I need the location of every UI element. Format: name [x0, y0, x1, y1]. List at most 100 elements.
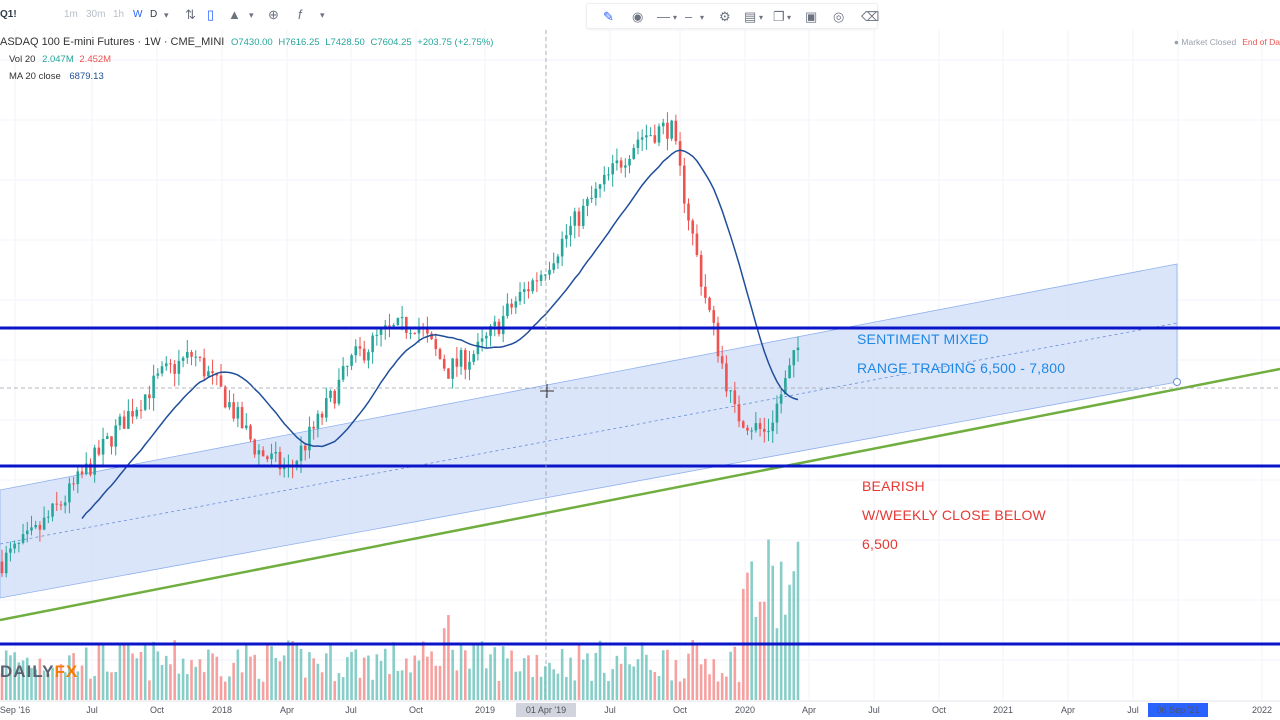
volume-bar — [282, 655, 286, 700]
volume-bar — [657, 676, 661, 700]
candle — [792, 349, 796, 378]
volume-bar — [84, 647, 88, 700]
volume-bar — [438, 665, 442, 700]
volume-bar — [63, 672, 67, 700]
candle — [737, 395, 741, 428]
interval-1h[interactable]: 1h — [113, 9, 125, 20]
chevron-down-icon[interactable]: ▾ — [700, 13, 705, 22]
moving-average-line — [81, 149, 799, 519]
chevron-down-icon[interactable]: ▾ — [787, 13, 792, 22]
volume-bar — [531, 677, 534, 700]
add-symbol-icon[interactable]: ⊕ — [268, 7, 279, 22]
volume-bar — [624, 646, 627, 700]
volume-bar — [358, 677, 362, 700]
visibility-eye-icon[interactable]: ◎ — [833, 9, 845, 24]
interval-daily[interactable]: D — [150, 9, 158, 20]
ma-legend-label: MA 20 close — [9, 71, 61, 82]
candle — [607, 167, 610, 181]
settings-gear-icon[interactable]: ⚙ — [719, 9, 731, 24]
volume-bar — [253, 654, 256, 700]
candle — [645, 124, 648, 150]
interval-30m[interactable]: 30m — [86, 9, 106, 20]
interval-1m[interactable]: 1m — [64, 9, 78, 20]
volume-bar — [270, 646, 273, 700]
volume-bar — [164, 655, 168, 700]
candle — [354, 339, 358, 363]
volume-bar — [535, 654, 539, 700]
volume-bar — [228, 676, 231, 700]
candle — [788, 358, 791, 379]
candle — [223, 385, 227, 409]
candle — [594, 182, 598, 206]
volume-bar — [383, 648, 387, 700]
volume-bar — [114, 672, 118, 700]
clone-icon[interactable]: ❐ — [773, 9, 785, 24]
legend-change: +203.75 (+2.75%) — [417, 37, 494, 48]
candle — [472, 350, 476, 366]
candle — [333, 389, 337, 409]
candle — [417, 317, 421, 343]
volume-bar — [362, 657, 366, 700]
crosshair-cursor — [540, 384, 554, 398]
chevron-down-icon[interactable]: ▾ — [759, 13, 764, 22]
candle — [240, 401, 244, 429]
volume-bar — [784, 614, 787, 700]
candle — [409, 328, 412, 340]
volume-bar — [266, 643, 269, 700]
chevron-down-icon[interactable]: ▾ — [249, 10, 254, 20]
candle — [76, 466, 80, 494]
candle — [400, 305, 404, 331]
volume-bar — [274, 657, 278, 700]
candle — [552, 252, 556, 274]
x-tick-label: Oct — [150, 705, 165, 715]
indicators-icon[interactable]: f — [298, 7, 302, 22]
volume-bar — [426, 656, 429, 700]
volume-bar — [261, 681, 265, 700]
compare-icon[interactable]: ⇅ — [185, 7, 196, 22]
candle — [442, 354, 446, 372]
volume-bar — [699, 664, 703, 700]
pencil-icon[interactable]: ✎ — [603, 9, 614, 24]
volume-bar — [598, 640, 602, 700]
ma-legend-value: 6879.13 — [69, 71, 104, 82]
line-width-icon[interactable]: – — [685, 9, 693, 24]
template-icon[interactable]: ▤ — [744, 9, 757, 24]
candle — [535, 272, 539, 293]
candle — [388, 313, 391, 338]
candle — [198, 356, 202, 362]
fill-bucket-icon[interactable]: ◉ — [632, 9, 644, 24]
channel-handle[interactable] — [1173, 378, 1181, 386]
lock-icon[interactable]: ▣ — [805, 9, 818, 24]
volume-bar — [211, 653, 214, 700]
symbol-label[interactable]: Q1! — [0, 9, 17, 20]
candle — [89, 458, 92, 477]
candle — [38, 521, 42, 542]
candle — [228, 390, 231, 410]
area-chart-icon[interactable]: ▲ — [228, 7, 241, 22]
candle — [383, 319, 387, 340]
volume-bar — [76, 671, 80, 700]
sentiment-annotation: SENTIMENT MIXED — [857, 331, 989, 347]
volume-bar — [295, 644, 299, 700]
x-tick-label: Apr — [1061, 705, 1075, 715]
chevron-down-icon[interactable]: ▾ — [673, 13, 678, 22]
volume-bar — [704, 658, 707, 700]
trash-icon[interactable]: ⌫ — [861, 9, 880, 24]
candles-icon[interactable]: ▯ — [207, 7, 215, 22]
volume-bar — [156, 651, 160, 700]
candle — [434, 333, 438, 357]
chevron-down-icon[interactable]: ▾ — [320, 10, 325, 20]
candle — [17, 542, 21, 553]
interval-weekly[interactable]: W — [133, 9, 143, 20]
candle — [447, 367, 450, 379]
green-trendline — [0, 367, 1280, 622]
volume-bar — [68, 655, 71, 700]
volume-bar — [607, 681, 610, 700]
candle — [249, 423, 252, 443]
volume-bar — [177, 673, 181, 700]
volume-bar — [42, 670, 46, 700]
candle — [207, 365, 210, 378]
chevron-down-icon[interactable]: ▾ — [164, 10, 169, 20]
line-style-icon[interactable]: — — [657, 9, 670, 24]
